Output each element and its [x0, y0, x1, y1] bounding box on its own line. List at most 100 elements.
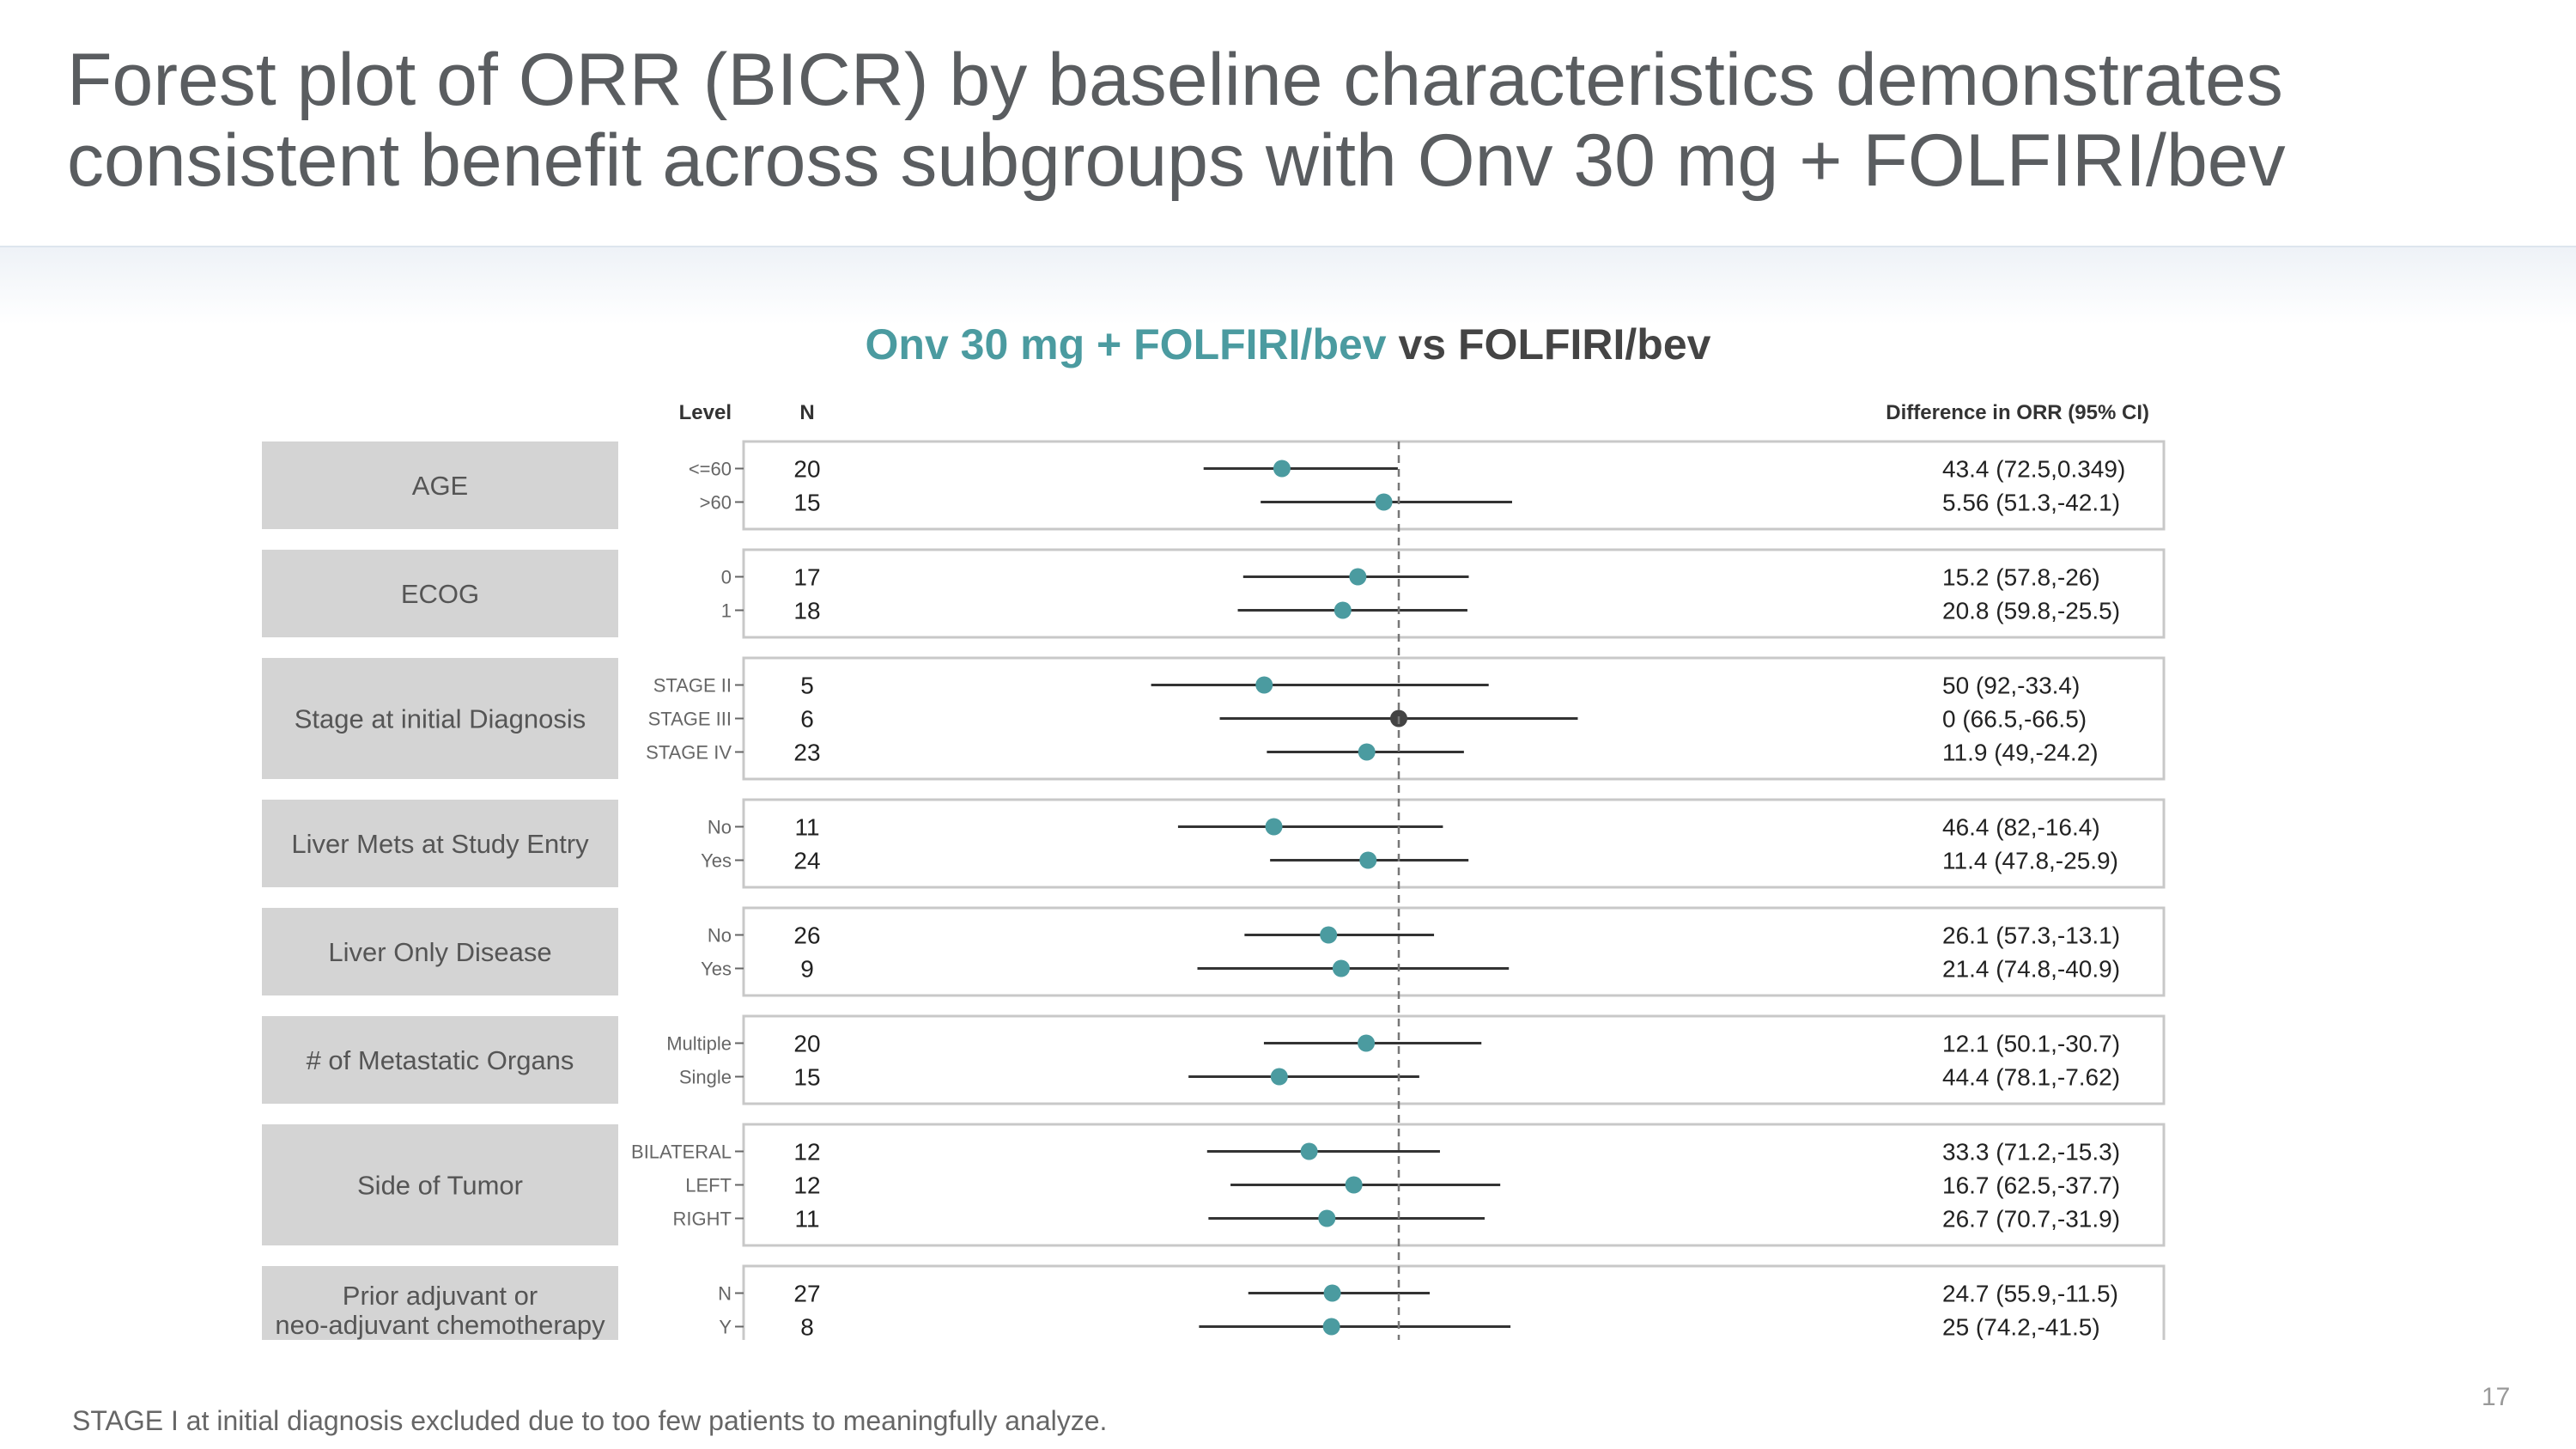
group-label: Liver Only Disease	[328, 937, 551, 967]
row-level-label: <=60	[689, 459, 732, 480]
group-label: Stage at initial Diagnosis	[295, 704, 586, 734]
row-estimate-label: 50 (92,-33.4)	[1942, 673, 2080, 699]
row-estimate-label: 24.7 (55.9,-11.5)	[1942, 1281, 2118, 1307]
row-estimate-label: 15.2 (57.8,-26)	[1942, 564, 2100, 591]
row-level-label: Multiple	[666, 1033, 732, 1055]
row-n-value: 6	[800, 706, 814, 733]
row-estimate-label: 43.4 (72.5,0.349)	[1942, 456, 2125, 483]
group-label: neo-adjuvant chemotherapy	[275, 1310, 605, 1340]
group-label-box	[262, 1016, 618, 1104]
row-level-label: >60	[700, 492, 732, 514]
footnote: STAGE I at initial diagnosis excluded du…	[72, 1405, 1108, 1436]
column-header-n: N	[799, 401, 814, 424]
point-estimate	[1345, 1176, 1363, 1194]
row-level-label: 1	[721, 600, 732, 622]
row-estimate-label: 44.4 (78.1,-7.62)	[1942, 1064, 2120, 1091]
point-estimate	[1358, 1034, 1376, 1052]
slide-title: Forest plot of ORR (BICR) by baseline ch…	[67, 40, 2506, 201]
row-level-label: BILATERAL	[631, 1142, 732, 1163]
row-n-value: 27	[793, 1281, 820, 1307]
row-level-label: STAGE III	[648, 709, 732, 730]
row-n-value: 20	[793, 1031, 820, 1057]
group-label: Side of Tumor	[357, 1171, 523, 1201]
row-level-label: Y	[719, 1317, 732, 1338]
point-estimate	[1323, 1284, 1341, 1302]
subgroup-panel	[742, 1014, 2166, 1105]
row-estimate-label: 0 (66.5,-66.5)	[1942, 706, 2087, 733]
group-label-box	[262, 908, 618, 995]
point-estimate	[1255, 676, 1273, 694]
column-header-estimate: Difference in ORR (95% CI)	[1886, 401, 2149, 424]
group-label: AGE	[412, 471, 468, 501]
slide-title-line-1: Forest plot of ORR (BICR) by baseline ch…	[67, 39, 2283, 121]
row-level-label: Yes	[701, 959, 732, 980]
subgroup-panel	[742, 1264, 2166, 1340]
row-level-label: Yes	[701, 850, 732, 872]
point-estimate	[1318, 1209, 1336, 1227]
row-level-label: RIGHT	[673, 1209, 732, 1230]
point-estimate	[1334, 601, 1352, 619]
subgroup-panel	[742, 548, 2166, 639]
row-level-label: STAGE II	[653, 675, 732, 697]
row-n-value: 12	[793, 1172, 820, 1199]
row-level-label: STAGE IV	[646, 742, 732, 764]
group-label: Prior adjuvant or	[343, 1281, 538, 1311]
point-estimate	[1332, 959, 1350, 977]
row-estimate-label: 33.3 (71.2,-15.3)	[1942, 1139, 2120, 1166]
group-label-box	[262, 550, 618, 637]
row-estimate-label: 26.1 (57.3,-13.1)	[1942, 922, 2120, 949]
row-n-value: 26	[793, 922, 820, 949]
row-estimate-label: 5.56 (51.3,-42.1)	[1942, 490, 2120, 516]
point-estimate	[1265, 818, 1283, 836]
point-estimate	[1273, 460, 1291, 478]
row-n-value: 17	[793, 564, 820, 591]
slide-title-line-2: consistent benefit across subgroups with…	[67, 119, 2286, 202]
row-n-value: 8	[800, 1314, 814, 1341]
row-n-value: 15	[793, 490, 820, 516]
group-label-box	[262, 1124, 618, 1245]
group-label-box	[262, 1266, 618, 1340]
chart-title-treatment: Onv 30 mg + FOLFIRI/bev	[865, 320, 1387, 368]
row-level-label: No	[708, 817, 732, 838]
row-level-label: Single	[679, 1067, 732, 1088]
row-estimate-label: 11.4 (47.8,-25.9)	[1942, 848, 2118, 874]
row-n-value: 11	[794, 814, 819, 841]
page-number: 17	[2482, 1383, 2511, 1411]
point-estimate	[1322, 1318, 1340, 1336]
row-n-value: 23	[793, 740, 820, 766]
subgroup-panel	[742, 906, 2166, 997]
group-label: ECOG	[401, 579, 479, 609]
row-n-value: 9	[800, 956, 814, 983]
group-label-box	[262, 441, 618, 529]
row-estimate-label: 12.1 (50.1,-30.7)	[1942, 1031, 2120, 1057]
row-n-value: 12	[793, 1139, 820, 1166]
group-label: # of Metastatic Organs	[307, 1045, 574, 1075]
group-label: Liver Mets at Study Entry	[291, 829, 589, 859]
row-level-label: No	[708, 925, 732, 947]
row-n-value: 24	[793, 848, 820, 874]
point-estimate	[1358, 743, 1376, 761]
row-n-value: 11	[794, 1206, 819, 1233]
row-level-label: 0	[721, 567, 732, 588]
row-n-value: 18	[793, 598, 820, 624]
title-divider-band	[0, 246, 2576, 325]
row-level-label: N	[718, 1283, 732, 1305]
group-label-box	[262, 800, 618, 887]
row-level-label: LEFT	[685, 1175, 732, 1196]
point-estimate	[1320, 926, 1338, 944]
point-estimate	[1349, 568, 1367, 586]
group-label-box	[262, 658, 618, 779]
row-estimate-label: 26.7 (70.7,-31.9)	[1942, 1206, 2120, 1233]
row-estimate-label: 16.7 (62.5,-37.7)	[1942, 1172, 2120, 1199]
row-estimate-label: 46.4 (82,-16.4)	[1942, 814, 2100, 841]
row-n-value: 15	[793, 1064, 820, 1091]
subgroup-panel	[742, 440, 2166, 531]
point-estimate	[1359, 851, 1377, 869]
subgroup-panel	[742, 798, 2166, 889]
chart-title: Onv 30 mg + FOLFIRI/bev vs FOLFIRI/bev	[0, 320, 2576, 369]
row-n-value: 20	[793, 456, 820, 483]
row-estimate-label: 21.4 (74.8,-40.9)	[1942, 956, 2120, 983]
chart-title-comparator: vs FOLFIRI/bev	[1386, 320, 1711, 368]
forest-plot: Level N Difference in ORR (95% CI) AGE <=60 2…	[262, 401, 2166, 1341]
row-estimate-label: 11.9 (49,-24.2)	[1942, 740, 2099, 766]
